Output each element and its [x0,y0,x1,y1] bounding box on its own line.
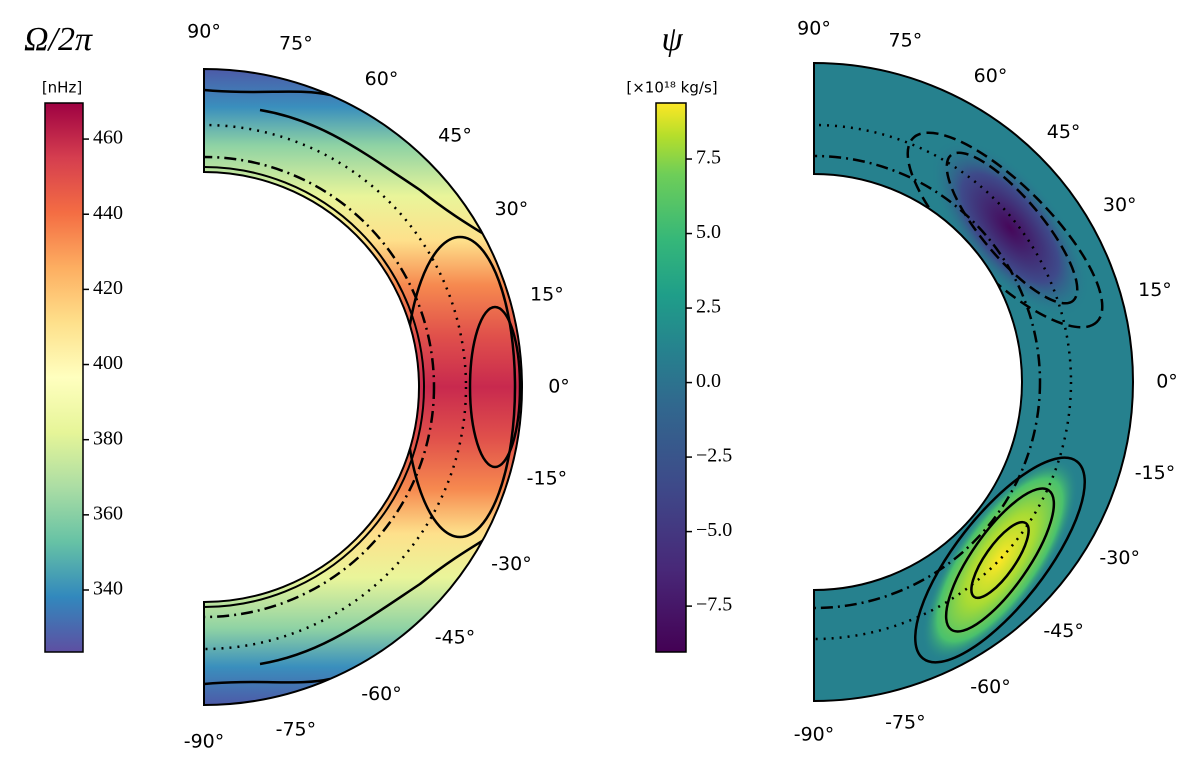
latitude-label: -75° [276,718,317,740]
latitude-label: -90° [184,731,225,753]
latitude-label: 60° [365,68,399,90]
colorbar-tick-label: 420 [93,277,123,299]
latitude-label: -60° [361,683,402,705]
latitude-label: -15° [1135,462,1176,484]
latitude-label: 15° [530,284,564,306]
latitude-label: 90° [187,21,221,43]
colorbar-title: ψ [661,21,683,58]
latitude-label: 75° [279,33,313,55]
latitude-label: 30° [1103,194,1137,216]
colorbar-tick-label: 400 [93,352,123,374]
colorbar-tick-label: 5.0 [696,221,721,243]
latitude-label: 30° [495,198,529,220]
latitude-label: 45° [1047,121,1081,143]
colorbar-tick-label: 360 [93,502,123,524]
latitude-label: 60° [974,65,1008,87]
latitude-label: 0° [548,376,570,398]
colorbar [44,102,84,653]
latitude-label: -45° [435,627,476,649]
colorbar-tick-label: −7.5 [696,594,732,616]
latitude-label: 0° [1156,371,1178,393]
latitude-label: -75° [885,711,926,733]
latitude-label: -45° [1043,620,1084,642]
latitude-label: 45° [438,124,472,146]
colorbar-tick-label: 340 [93,578,123,600]
streamfunction-field [814,63,1133,701]
colorbar-tick-label: −2.5 [696,445,732,467]
colorbar-title: Ω/2π [24,21,93,58]
latitude-label: 90° [797,18,831,40]
latitude-label: 15° [1138,279,1172,301]
colorbar-tick-label: 7.5 [696,147,721,169]
colorbar-tick-label: 440 [93,202,123,224]
colorbar-tick-label: 460 [93,127,123,149]
colorbar-unit: [×10¹⁸ kg/s] [626,79,717,97]
latitude-label: -30° [1099,547,1140,569]
colorbar-tick-label: 0.0 [696,370,721,392]
domain-outline [813,61,1134,703]
latitude-label: -60° [970,676,1011,698]
colorbar [655,102,687,653]
colorbar-unit: [nHz] [42,79,82,97]
colorbar-tick-label: −5.0 [696,519,732,541]
latitude-label: -90° [794,724,835,746]
latitude-label: -30° [491,553,532,575]
domain-outline [203,67,523,707]
latitude-label: -15° [527,467,568,489]
colorbar-tick-label: 380 [93,427,123,449]
latitude-label: 75° [889,30,923,52]
colorbar-tick-label: 2.5 [696,296,721,318]
